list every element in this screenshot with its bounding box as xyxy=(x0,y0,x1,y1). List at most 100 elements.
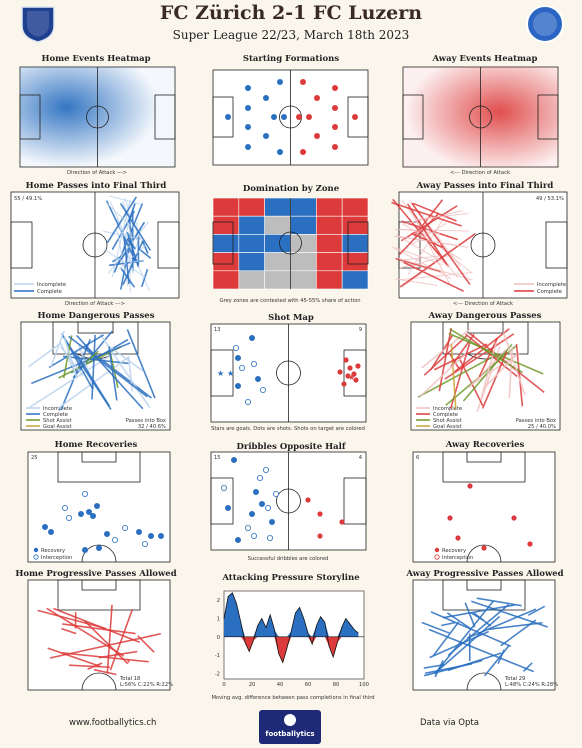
y-tick-label: -2 xyxy=(215,672,220,678)
away-prog: Total 29 L:48% C:24% R:28% xyxy=(412,579,558,691)
box-value: 32 / 40.6% xyxy=(138,424,166,430)
home-heatmap-caption: Direction of Attack ---> xyxy=(67,170,127,176)
zone-cell xyxy=(264,215,291,235)
home-shot xyxy=(249,334,256,341)
home-player-dot xyxy=(271,114,277,120)
legend-complete: Complete xyxy=(433,412,458,418)
away-player-dot xyxy=(314,95,320,101)
zone-cell xyxy=(238,270,265,290)
home-prog-title: Home Progressive Passes Allowed xyxy=(15,569,177,579)
pass-line xyxy=(122,219,130,252)
recovery-dot xyxy=(447,515,453,521)
zone-cell xyxy=(264,270,291,290)
x-tick-label: 0 xyxy=(222,682,225,688)
away-dribble xyxy=(317,511,323,517)
pass-line xyxy=(396,257,473,281)
home-recoveries-count: 25 xyxy=(31,455,38,461)
away-heatmap-caption: <--- Direction of Attack xyxy=(450,170,510,176)
away-player-dot xyxy=(332,85,338,91)
pass-line xyxy=(123,237,130,285)
progressive-pass xyxy=(434,600,495,675)
zone-cell xyxy=(290,252,317,272)
home-dangerous-title: Home Dangerous Passes xyxy=(37,311,155,321)
pass-line xyxy=(124,198,135,232)
home-final-third-caption: Direction of Attack ---> xyxy=(65,301,125,307)
away-shot xyxy=(345,373,351,379)
pass-line xyxy=(118,244,146,270)
recovery-dot xyxy=(47,529,54,536)
pass-line xyxy=(394,278,438,286)
shot-map: 13 9 Stars are goals. Dots are shots. Sh… xyxy=(210,323,367,432)
pass-line xyxy=(414,212,469,221)
footer-website[interactable]: www.footballytics.ch xyxy=(69,718,157,728)
x-tick-label: 100 xyxy=(359,682,369,688)
away-shot xyxy=(341,381,347,387)
dangerous-pass xyxy=(450,343,457,410)
progressive-pass xyxy=(522,662,533,673)
recovery-dot xyxy=(481,545,487,551)
home-prog: Total 18 L:56% C:22% R:22% xyxy=(27,579,173,691)
zone-cell xyxy=(341,234,369,253)
formations xyxy=(212,69,369,166)
recovery-dot xyxy=(82,547,89,554)
home-shot xyxy=(255,376,262,383)
dangerous-pass xyxy=(63,336,78,378)
zone-cell xyxy=(238,197,265,217)
away-player-dot xyxy=(300,79,306,85)
zone-cell xyxy=(238,234,265,253)
zone-cell xyxy=(316,197,343,217)
dangerous-pass xyxy=(28,343,61,368)
away-player-dot xyxy=(296,114,302,120)
pass-line xyxy=(396,235,469,248)
dangerous-pass xyxy=(478,337,499,378)
home-dribble xyxy=(265,505,272,512)
away-recoveries-count: 6 xyxy=(416,455,419,461)
zone-cell xyxy=(341,197,369,217)
recovery-dot xyxy=(90,513,97,520)
home-logo xyxy=(18,4,58,44)
home-player-dot xyxy=(263,133,269,139)
home-goal-star: ★ xyxy=(227,369,234,378)
home-dribble-count: 15 xyxy=(214,455,221,461)
progressive-pass xyxy=(488,621,543,631)
home-prog-total: Total 18 xyxy=(119,676,140,682)
dangerous-pass xyxy=(91,334,96,400)
home-dribble xyxy=(220,485,227,492)
dangerous-pass xyxy=(465,333,518,378)
away-prog-total: Total 29 xyxy=(504,676,525,682)
legend-incomplete: Incomplete xyxy=(37,282,66,288)
dangerous-pass xyxy=(85,350,99,364)
pass-line xyxy=(399,232,477,288)
x-tick-label: 20 xyxy=(249,682,256,688)
recovery-dot xyxy=(104,531,111,538)
away-dribble-count: 4 xyxy=(359,455,363,461)
dangerous-pass xyxy=(448,332,544,375)
home-shot xyxy=(232,344,239,351)
progressive-pass xyxy=(37,609,106,630)
x-tick-label: 40 xyxy=(277,682,284,688)
progressive-pass xyxy=(93,668,117,676)
recovery-dot xyxy=(41,524,48,531)
dangerous-pass xyxy=(449,328,524,374)
dangerous-pass xyxy=(468,349,507,389)
zone-cell xyxy=(212,215,240,235)
box-label: Passes into Box xyxy=(126,418,166,424)
home-player-dot xyxy=(245,124,251,130)
away-final-third-stat: 49 / 53.1% xyxy=(536,196,564,202)
recovery-dot xyxy=(157,533,164,540)
home-shot xyxy=(238,365,245,372)
home-dribble xyxy=(224,505,231,512)
zone-cell xyxy=(212,234,240,253)
home-player-dot xyxy=(245,85,251,91)
legend-recovery: Recovery xyxy=(41,548,65,554)
home-shot xyxy=(260,387,267,394)
progressive-pass xyxy=(428,628,535,673)
progressive-pass xyxy=(442,604,515,619)
progressive-pass xyxy=(137,635,155,653)
home-area xyxy=(224,592,359,637)
zone-cell xyxy=(341,270,369,290)
home-final-third-title: Home Passes into Final Third xyxy=(25,181,167,191)
pass-line xyxy=(412,202,457,222)
zone-cell xyxy=(290,270,317,290)
home-dribble xyxy=(253,489,260,496)
